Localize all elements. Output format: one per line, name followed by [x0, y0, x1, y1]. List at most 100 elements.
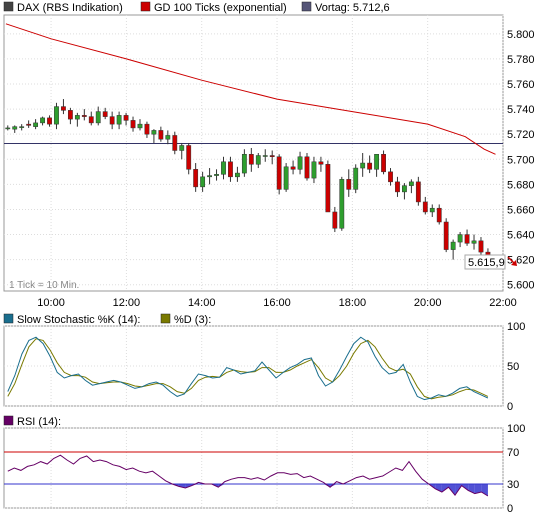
candle-body [54, 106, 59, 125]
price-x-tick-label: 10:00 [37, 297, 65, 309]
candle-body [12, 126, 18, 130]
legend-label-ema: GD 100 Ticks (exponential) [154, 2, 287, 14]
candles [5, 99, 491, 270]
price-x-tick-label: 14:00 [188, 297, 216, 309]
stoch-y-tick-label: 100 [507, 321, 525, 333]
candle-body [395, 181, 400, 193]
legend-swatch-vortag [301, 1, 312, 12]
candle-body [228, 161, 233, 178]
rsi-fill-segment [481, 484, 488, 496]
candle-body [144, 123, 150, 135]
candle-body [429, 207, 435, 213]
stoch-y-tick-label: 50 [507, 361, 519, 373]
price-y-tick-label: 5.760 [507, 79, 535, 91]
candle-body [402, 185, 407, 193]
candle-body [67, 110, 73, 120]
candle-body [304, 156, 310, 179]
price-x-tick-label: 18:00 [339, 297, 367, 309]
last-price-label: 5.615,9 [464, 254, 517, 270]
price-x-tick-label: 12:00 [113, 297, 141, 309]
candle-body [339, 179, 345, 229]
candle-body [450, 241, 456, 250]
price-y-tick-label: 5.800 [507, 29, 535, 41]
candle-body [158, 130, 164, 140]
legend-label-vortag: Vortag: 5.712,6 [315, 2, 390, 14]
candle-body [137, 123, 143, 129]
candle-body [179, 145, 185, 151]
candle-body [464, 234, 470, 244]
rsi-fill-segment [435, 484, 442, 492]
rsi-grid [4, 427, 504, 509]
rsi-y-tick-label: 100 [507, 423, 525, 435]
candle-body [457, 234, 463, 243]
legend-label-stoch-d: %D (3): [174, 314, 211, 326]
rsi-fill-segment [330, 484, 337, 488]
rsi-y-tick-label: 0 [507, 503, 513, 515]
candle-body [165, 135, 171, 140]
candle-body [422, 201, 428, 213]
rsi-legend: RSI (14): [3, 415, 61, 428]
candle-body [116, 115, 122, 125]
candle-body [346, 179, 352, 190]
rsi-fill-segment [218, 484, 225, 488]
candle-body [151, 130, 157, 135]
price-y-tick-label: 5.660 [507, 204, 535, 216]
rsi-fill-segment [474, 484, 482, 494]
candle-body [255, 155, 261, 165]
candle-body [19, 126, 25, 128]
candle-body [276, 156, 282, 190]
legend-label-stoch-k: Slow Stochastic %K (14): [17, 314, 141, 326]
legend-swatch-ema [140, 1, 151, 12]
candle-body [381, 154, 386, 173]
legend: DAX (RBS Indikation) GD 100 Ticks (expon… [3, 1, 390, 14]
rsi-fill-segment [441, 484, 449, 492]
legend-swatch-rsi [3, 415, 14, 426]
rsi-fill-segment [448, 484, 456, 496]
candle-body [248, 154, 254, 165]
candle-body [241, 154, 247, 174]
candle-body [33, 122, 39, 127]
price-y-tick-label: 5.640 [507, 230, 535, 242]
candle-body [47, 117, 52, 125]
candle-body [200, 176, 206, 188]
price-y-tick-label: 5.740 [507, 104, 535, 116]
candle-body [262, 155, 268, 157]
candle-body [297, 156, 303, 170]
candle-body [443, 221, 449, 250]
last-price-value: 5.615,9 [468, 257, 505, 269]
tick-note: 1 Tick = 10 Min. [9, 280, 79, 291]
stoch-k-line [7, 336, 489, 401]
candle-body [95, 111, 101, 124]
rsi-y-tick-label: 30 [507, 479, 519, 491]
price-y-tick-label: 5.780 [507, 54, 535, 66]
candle-body [332, 211, 338, 229]
arrow-down-right-icon [507, 256, 517, 266]
price-y-tick-label: 5.680 [507, 179, 535, 191]
candle-body [26, 123, 32, 126]
candle-body [235, 172, 240, 178]
candle-body [5, 127, 11, 130]
candle-body [353, 167, 359, 190]
price-y-axis: 5.6005.6205.6405.6605.6805.7005.7205.740… [507, 29, 535, 292]
candle-body [40, 117, 45, 124]
stoch-y-tick-label: 0 [507, 401, 513, 413]
rsi-fill-segment [323, 484, 331, 488]
candle-body [374, 154, 379, 170]
rsi-y-axis: 0 30 70 100 [507, 423, 525, 515]
candle-body [123, 115, 129, 121]
candle-body [283, 166, 289, 190]
legend-label-rsi: RSI (14): [17, 416, 61, 428]
candle-body [221, 161, 226, 175]
price-x-tick-label: 20:00 [414, 297, 442, 309]
candle-body [367, 162, 373, 170]
candle-body [325, 164, 331, 213]
candle-body [88, 116, 94, 124]
candle-body [130, 120, 136, 129]
stoch-legend: Slow Stochastic %K (14): %D (3): [3, 313, 211, 326]
legend-swatch-dax [3, 1, 14, 12]
legend-label-dax: DAX (RBS Indikation) [17, 2, 123, 14]
price-x-tick-label: 16:00 [263, 297, 291, 309]
candle-body [193, 169, 199, 188]
candle-body [415, 181, 421, 203]
candle-body [74, 115, 80, 120]
